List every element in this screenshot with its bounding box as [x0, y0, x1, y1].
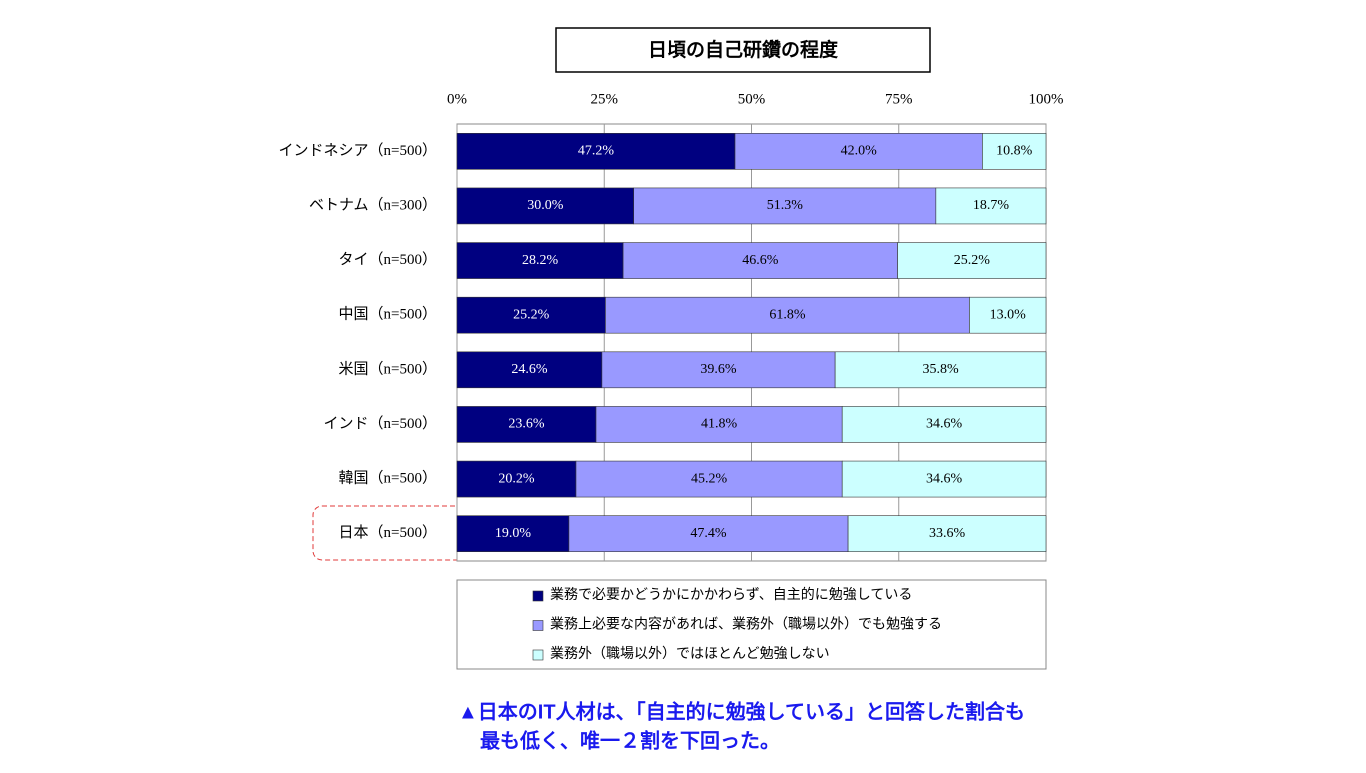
bar-segment — [456, 460, 577, 498]
value-label: 61.8% — [769, 307, 806, 322]
legend-label: 業務外（職場以外）ではほとんど勉強しない — [550, 646, 830, 662]
bar-segment — [456, 351, 603, 389]
value-label: 19.0% — [495, 526, 532, 541]
bar-segment — [633, 187, 937, 225]
bar-segment — [897, 242, 1047, 279]
bar-segment — [982, 133, 1047, 170]
bar-segment — [456, 187, 634, 225]
bar-segment — [456, 242, 624, 279]
value-label: 41.8% — [701, 417, 738, 432]
x-tick-label: 50% — [738, 91, 766, 107]
bar-segment — [935, 187, 1047, 225]
value-label: 24.6% — [511, 362, 548, 377]
value-label: 25.2% — [513, 307, 550, 322]
bar-segment — [622, 242, 898, 279]
value-label: 34.6% — [926, 417, 963, 432]
legend-swatch — [532, 649, 544, 661]
value-label: 25.2% — [954, 253, 991, 268]
value-label: 47.2% — [578, 144, 615, 159]
value-label: 45.2% — [691, 471, 728, 486]
bar-segment — [841, 460, 1047, 498]
title-box — [555, 27, 931, 73]
value-label: 33.6% — [929, 526, 966, 541]
value-label: 35.8% — [922, 362, 959, 377]
bar-segment — [456, 515, 570, 552]
chart-title: 日頃の自己研鑽の程度 — [648, 38, 839, 61]
x-tick-label: 75% — [885, 91, 913, 107]
value-label: 34.6% — [926, 471, 963, 486]
caption: ▲日本のIT人材は、「自主的に勉強している」と回答した割合も — [458, 699, 1025, 723]
y-tick-label: インド（n=500） — [324, 415, 437, 432]
y-tick-label: ベトナム（n=300） — [309, 196, 437, 213]
legend-swatch — [532, 620, 544, 631]
bar-segment — [575, 460, 843, 498]
bar-segment — [456, 296, 606, 334]
value-label: 42.0% — [841, 144, 878, 159]
value-label: 51.3% — [767, 198, 804, 213]
bar-segment — [595, 406, 843, 443]
bar-segment — [568, 515, 849, 552]
legend-label: 業務上必要な内容があれば、業務外（職場以外）でも勉強する — [550, 616, 942, 633]
bar-segment — [734, 133, 983, 170]
bar-segment — [601, 351, 836, 389]
bar-segment — [847, 515, 1047, 552]
value-label: 13.0% — [990, 307, 1027, 322]
x-tick-label: 0% — [447, 91, 467, 107]
value-label: 28.2% — [522, 253, 559, 268]
legend-swatch — [532, 590, 544, 602]
y-tick-label: 中国（n=500） — [339, 306, 437, 323]
value-label: 46.6% — [742, 253, 779, 268]
legend-box — [456, 579, 1047, 670]
bar-segment — [834, 351, 1047, 389]
value-label: 23.6% — [508, 417, 545, 432]
y-tick-label: 日本（n=500） — [339, 524, 437, 541]
value-label: 39.6% — [700, 362, 737, 377]
x-tick-label: 100% — [1029, 91, 1064, 107]
value-label: 18.7% — [973, 198, 1010, 213]
value-label: 20.2% — [498, 471, 535, 486]
value-label: 47.4% — [690, 526, 727, 541]
legend-label: 業務で必要かどうかにかかわらず、自主的に勉強している — [550, 587, 912, 603]
value-label: 30.0% — [527, 198, 564, 213]
bar-segment — [841, 406, 1047, 443]
bar-segment — [456, 406, 597, 443]
bar-segment — [605, 296, 970, 334]
value-label: 10.8% — [996, 144, 1033, 159]
y-tick-label: 韓国（n=500） — [339, 470, 437, 487]
caption: 最も低く、唯一２割を下回った。 — [480, 728, 780, 752]
y-tick-label: 米国（n=500） — [339, 360, 437, 377]
x-tick-label: 25% — [591, 91, 619, 107]
y-tick-label: インドネシア（n=500） — [279, 142, 437, 159]
bar-segment — [969, 296, 1047, 334]
y-tick-label: タイ（n=500） — [339, 251, 437, 268]
